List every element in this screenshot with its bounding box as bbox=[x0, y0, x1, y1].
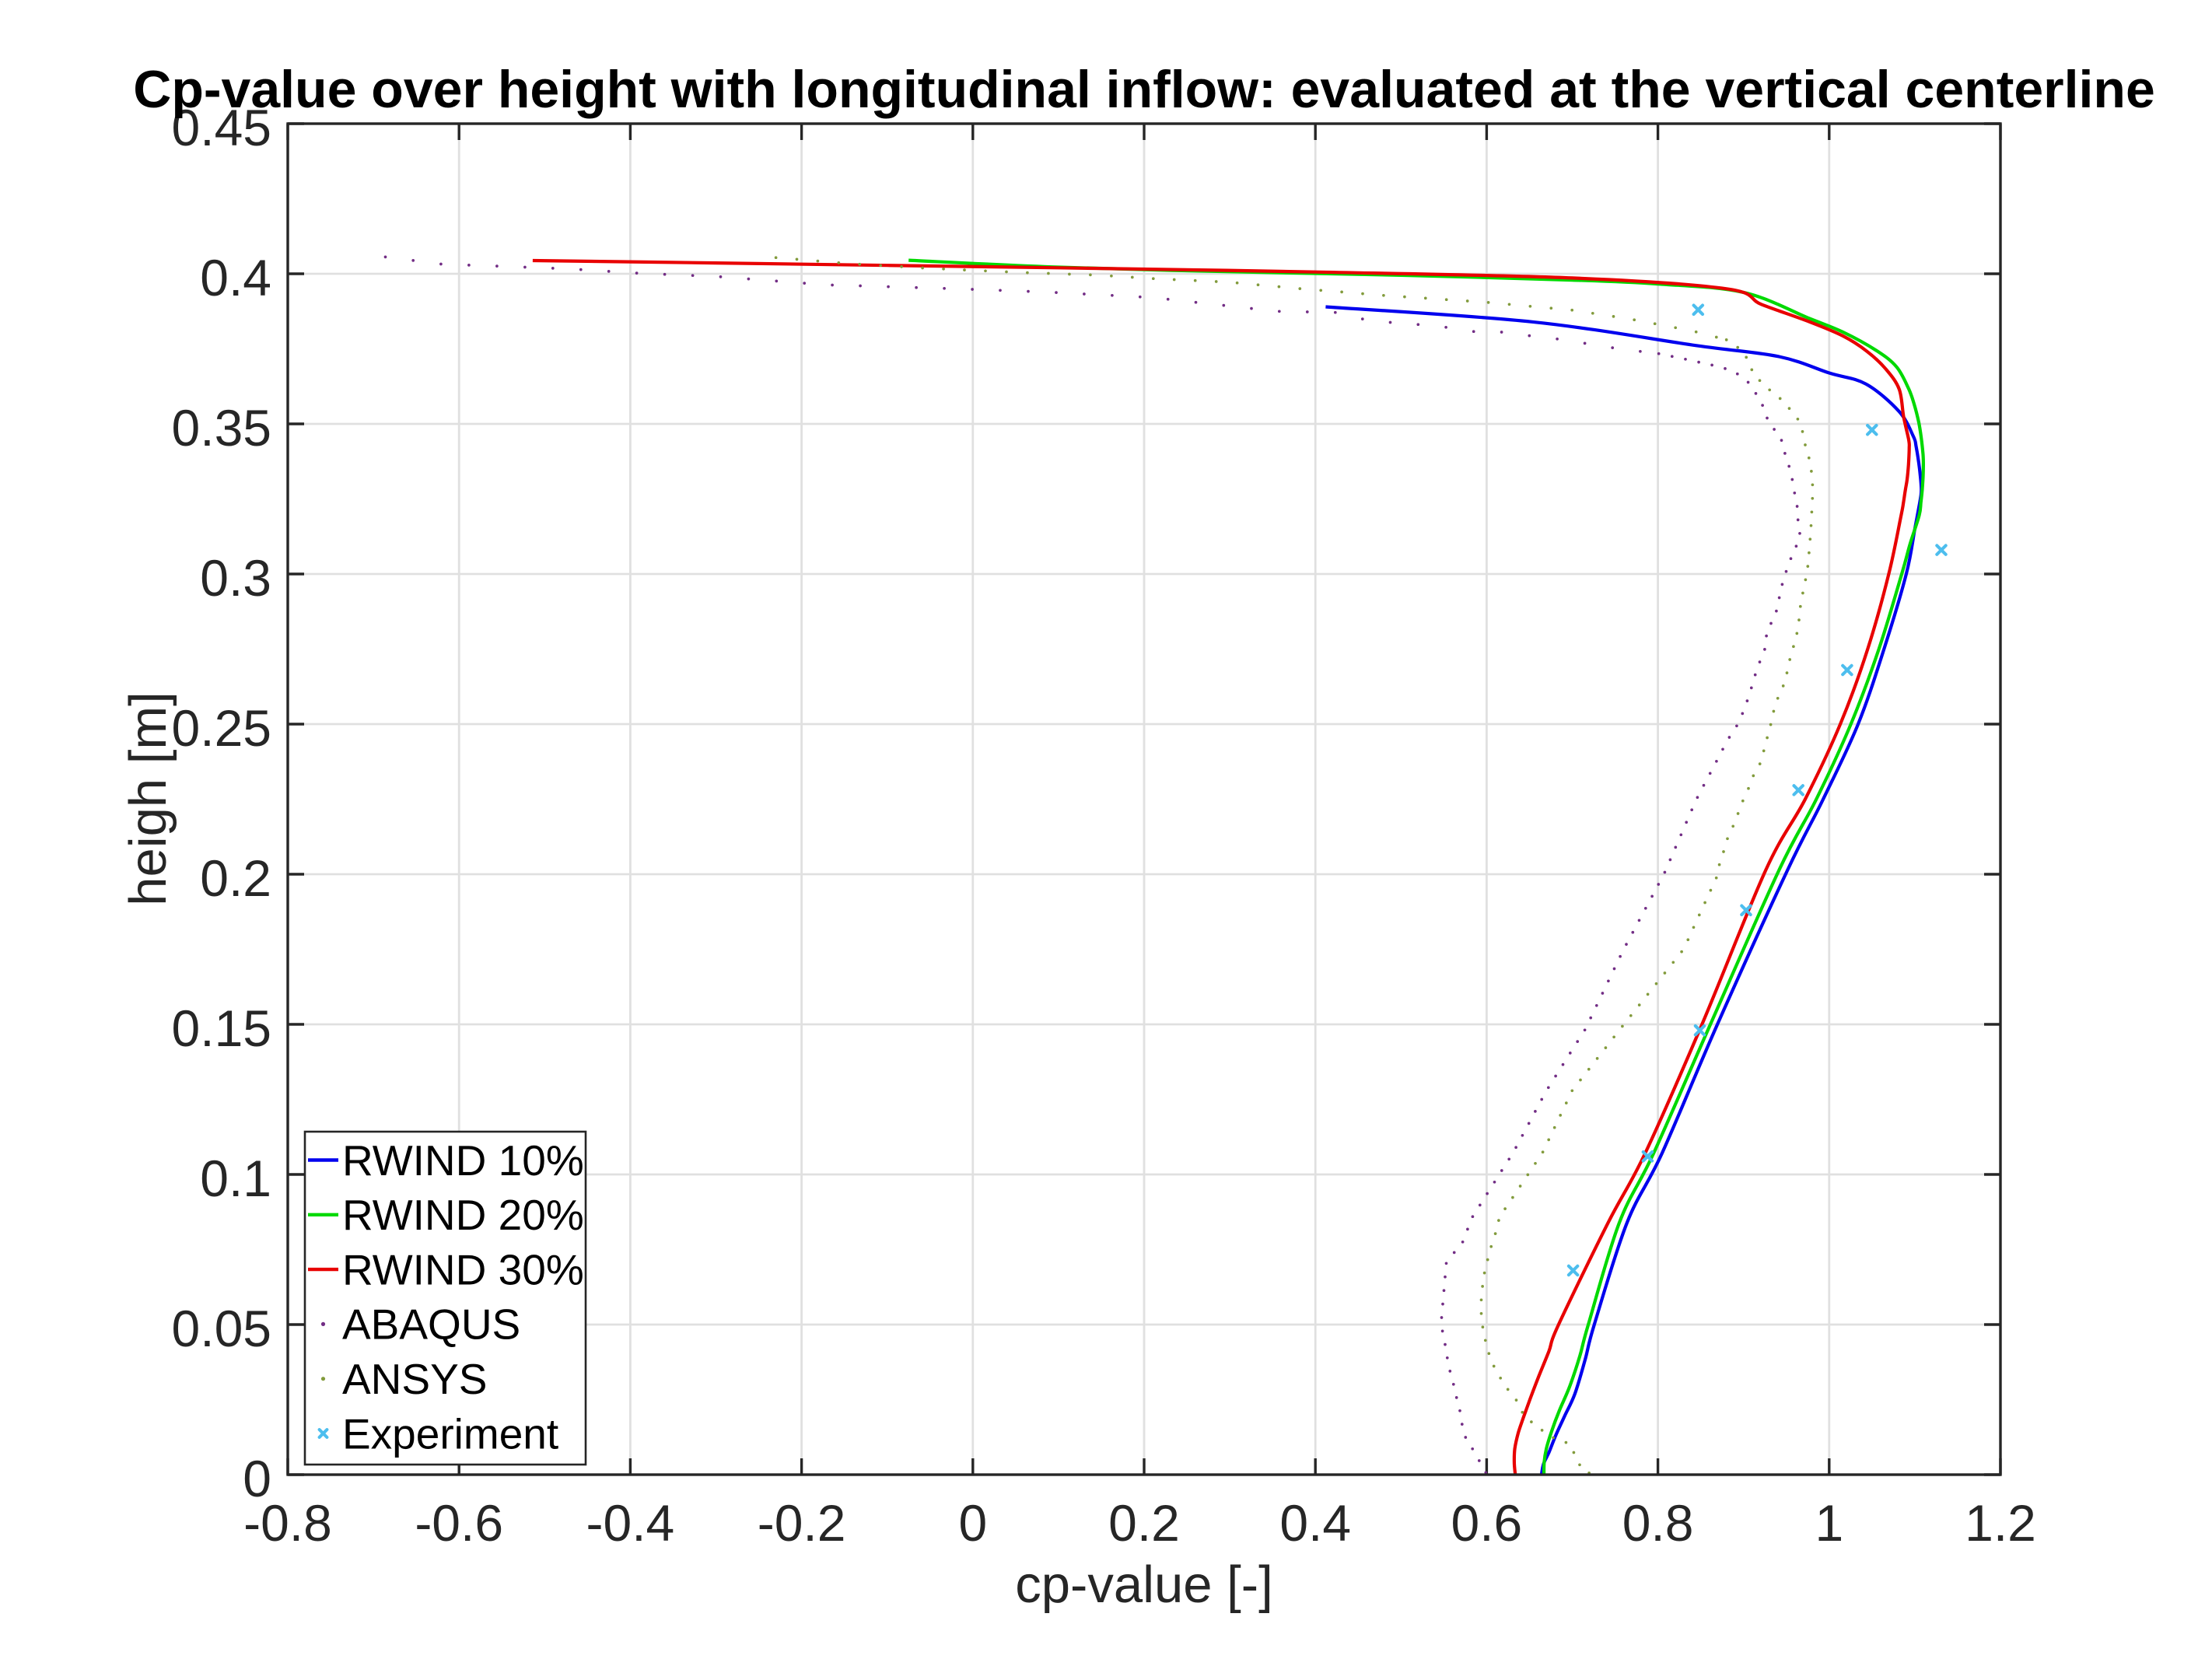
svg-text:RWIND 20%: RWIND 20% bbox=[342, 1191, 584, 1239]
svg-text:0.8: 0.8 bbox=[1622, 1494, 1694, 1552]
svg-text:0: 0 bbox=[958, 1494, 987, 1552]
svg-text:ABAQUS: ABAQUS bbox=[342, 1300, 520, 1349]
svg-text:0.2: 0.2 bbox=[200, 849, 271, 907]
svg-text:cp-value [-]: cp-value [-] bbox=[1015, 1556, 1272, 1614]
svg-text:-0.6: -0.6 bbox=[415, 1494, 503, 1552]
svg-text:Experiment: Experiment bbox=[342, 1409, 558, 1458]
svg-text:0.45: 0.45 bbox=[172, 99, 271, 156]
svg-text:-0.4: -0.4 bbox=[586, 1494, 675, 1552]
svg-text:-0.8: -0.8 bbox=[243, 1494, 332, 1552]
svg-text:Cp-value over height with long: Cp-value over height with longitudinal i… bbox=[133, 60, 2155, 119]
svg-text:-0.2: -0.2 bbox=[758, 1494, 846, 1552]
svg-text:0.3: 0.3 bbox=[200, 549, 271, 607]
svg-text:1.2: 1.2 bbox=[1965, 1494, 2036, 1552]
svg-text:0.1: 0.1 bbox=[200, 1150, 271, 1207]
svg-text:0: 0 bbox=[243, 1450, 271, 1507]
svg-text:0.05: 0.05 bbox=[172, 1300, 271, 1357]
svg-text:0.35: 0.35 bbox=[172, 399, 271, 457]
svg-text:RWIND 30%: RWIND 30% bbox=[342, 1245, 584, 1293]
svg-text:1: 1 bbox=[1815, 1494, 1843, 1552]
svg-text:0.15: 0.15 bbox=[172, 999, 271, 1057]
svg-text:0.6: 0.6 bbox=[1451, 1494, 1523, 1552]
svg-text:0.4: 0.4 bbox=[1279, 1494, 1351, 1552]
svg-text:heigh [m]: heigh [m] bbox=[119, 691, 177, 906]
svg-text:0.4: 0.4 bbox=[200, 249, 271, 306]
svg-text:0.2: 0.2 bbox=[1108, 1494, 1180, 1552]
svg-text:RWIND 10%: RWIND 10% bbox=[342, 1136, 584, 1185]
svg-text:0.25: 0.25 bbox=[172, 699, 271, 757]
svg-text:ANSYS: ANSYS bbox=[342, 1355, 487, 1403]
